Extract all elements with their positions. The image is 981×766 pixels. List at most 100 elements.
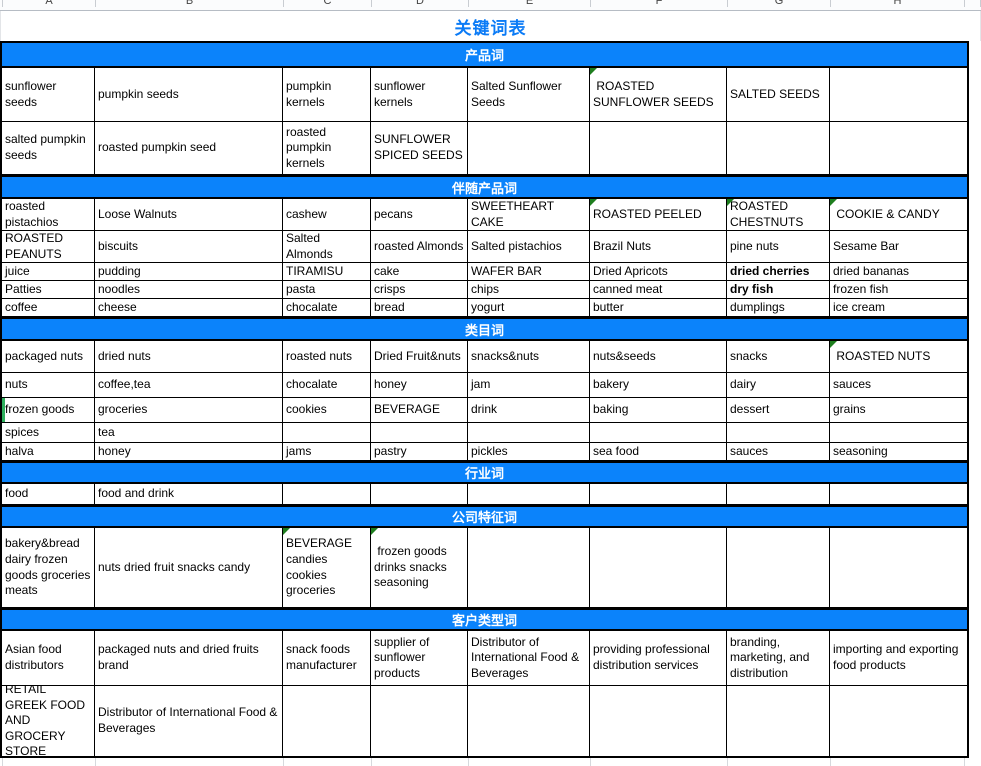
cell[interactable]: coffee,tea [95,373,283,397]
cell[interactable]: Salted Sunflower Seeds [468,68,590,121]
cell[interactable]: BEVERAGE [371,398,468,422]
cell[interactable]: roasted pumpkin seed [95,122,283,174]
column-header-A[interactable]: A [3,0,96,7]
cell[interactable]: packaged nuts and dried fruits brand [95,631,283,685]
cell[interactable]: cake [371,263,468,280]
cell[interactable]: snack foods manufacturer [283,631,371,685]
cell[interactable] [371,423,468,442]
cell[interactable]: bakery&bread dairy frozen goods grocerie… [2,528,95,607]
cell[interactable]: Sesame Bar [830,231,967,262]
cell[interactable]: chocalate [283,373,371,397]
cell[interactable]: pickles [468,443,590,460]
cell[interactable]: COOKIE & CANDY [830,199,967,230]
cell[interactable] [371,484,468,504]
cell[interactable]: noodles [95,281,283,298]
cell[interactable]: salted pumpkin seeds [2,122,95,174]
cell[interactable]: branding, marketing, and distribution [727,631,830,685]
section-banner[interactable]: 行业词 [2,461,967,484]
cell[interactable]: roasted Almonds [371,231,468,262]
cell[interactable]: groceries [95,398,283,422]
cell[interactable] [830,528,967,607]
cell[interactable]: supplier of sunflower products [371,631,468,685]
cell[interactable]: nuts dried fruit snacks candy [95,528,283,607]
cell[interactable]: roasted nuts [283,341,371,372]
cell[interactable]: grains [830,398,967,422]
cell[interactable]: spices [2,423,95,442]
cell[interactable]: canned meat [590,281,727,298]
section-banner[interactable]: 产品词 [2,43,967,68]
cell[interactable]: pumpkin seeds [95,68,283,121]
cell[interactable]: ROASTED PEANUTS [2,231,95,262]
cell[interactable] [468,484,590,504]
cell[interactable] [830,686,967,756]
cell[interactable]: chocalate [283,299,371,316]
cell[interactable]: food and drink [95,484,283,504]
cell[interactable] [283,423,371,442]
cell[interactable] [830,122,967,174]
cell[interactable] [727,122,830,174]
cell[interactable] [468,528,590,607]
cell[interactable]: providing professional distribution serv… [590,631,727,685]
cell[interactable]: dried bananas [830,263,967,280]
cell[interactable]: pasta [283,281,371,298]
cell[interactable]: frozen goods drinks snacks seasoning [371,528,468,607]
cell[interactable]: jam [468,373,590,397]
cell[interactable] [590,423,727,442]
cell[interactable] [468,686,590,756]
cell[interactable]: drink [468,398,590,422]
cell[interactable]: crisps [371,281,468,298]
cell[interactable]: dessert [727,398,830,422]
section-banner[interactable]: 公司特征词 [2,505,967,528]
cell[interactable] [590,528,727,607]
cell[interactable]: juice [2,263,95,280]
cell[interactable]: ROASTED PEELED [590,199,727,230]
cell[interactable]: pumpkin kernels [283,68,371,121]
cell[interactable]: BEVERAGE candies cookies groceries [283,528,371,607]
column-header-F[interactable]: F [591,0,728,7]
column-header-C[interactable]: C [284,0,372,7]
cell[interactable]: dry fish [727,281,830,298]
cell[interactable]: Loose Walnuts [95,199,283,230]
cell[interactable]: food [2,484,95,504]
cell[interactable]: ice cream [830,299,967,316]
cell[interactable]: snacks [727,341,830,372]
cell[interactable]: sunflower kernels [371,68,468,121]
cell[interactable]: sauces [727,443,830,460]
cell[interactable] [371,686,468,756]
cell[interactable]: cookies [283,398,371,422]
cell[interactable]: packaged nuts [2,341,95,372]
cell[interactable]: importing and exporting food products [830,631,967,685]
cell[interactable] [830,484,967,504]
cell[interactable]: Dried Fruit&nuts [371,341,468,372]
column-header-B[interactable]: B [96,0,284,7]
cell[interactable]: cheese [95,299,283,316]
cell[interactable]: bread [371,299,468,316]
page-title[interactable]: 关键词表 [454,18,527,38]
cell[interactable] [590,484,727,504]
cell[interactable]: ROASTED NUTS [830,341,967,372]
cell[interactable]: dumplings [727,299,830,316]
cell[interactable]: yogurt [468,299,590,316]
cell[interactable]: pine nuts [727,231,830,262]
cell[interactable]: honey [95,443,283,460]
cell[interactable]: bakery [590,373,727,397]
cell[interactable] [283,484,371,504]
cell[interactable] [590,122,727,174]
column-header-H[interactable]: H [831,0,965,7]
cell[interactable]: pudding [95,263,283,280]
cell[interactable]: TIRAMISU [283,263,371,280]
cell[interactable]: honey [371,373,468,397]
cell[interactable] [468,423,590,442]
section-banner[interactable]: 伴随产品词 [2,175,967,199]
cell[interactable]: chips [468,281,590,298]
cell[interactable]: biscuits [95,231,283,262]
cell[interactable] [727,686,830,756]
column-header-D[interactable]: D [372,0,469,7]
cell[interactable]: SALTED SEEDS [727,68,830,121]
cell[interactable]: jams [283,443,371,460]
cell[interactable]: tea [95,423,283,442]
cell[interactable]: nuts [2,373,95,397]
cell[interactable] [830,423,967,442]
cell[interactable]: Asian food distributors [2,631,95,685]
cell[interactable]: Dried Apricots [590,263,727,280]
